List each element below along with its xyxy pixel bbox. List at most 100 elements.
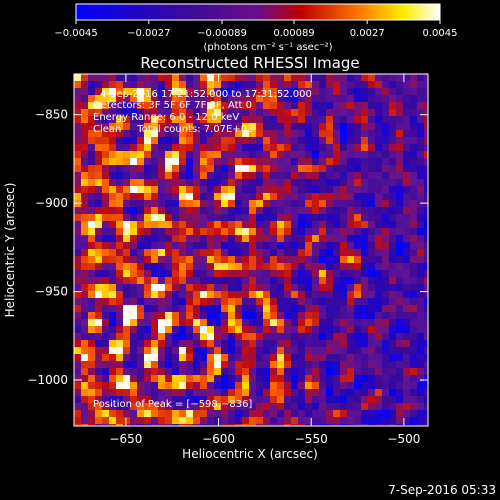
heatmap-cell — [235, 375, 242, 382]
heatmap-cell — [242, 382, 249, 389]
plot-title: Reconstructed RHESSI Image — [140, 54, 359, 72]
heatmap-cell — [137, 235, 144, 242]
heatmap-cell — [333, 235, 340, 242]
heatmap-cell — [123, 179, 130, 186]
heatmap-cell — [179, 116, 186, 123]
heatmap-cell — [382, 417, 389, 424]
heatmap-cell — [200, 95, 207, 102]
heatmap-cell — [354, 214, 361, 221]
heatmap-cell — [102, 81, 109, 88]
heatmap-cell — [417, 235, 424, 242]
heatmap-cell — [347, 263, 354, 270]
heatmap-cell — [284, 319, 291, 326]
heatmap-cell — [116, 256, 123, 263]
heatmap-cell — [312, 249, 319, 256]
heatmap-cell — [368, 193, 375, 200]
heatmap-cell — [102, 172, 109, 179]
heatmap-cell — [354, 319, 361, 326]
heatmap-cell — [305, 382, 312, 389]
heatmap-cell — [221, 382, 228, 389]
heatmap-cell — [298, 291, 305, 298]
heatmap-cell — [74, 179, 81, 186]
heatmap-cell — [158, 284, 165, 291]
heatmap-cell — [410, 214, 417, 221]
heatmap-cell — [179, 382, 186, 389]
heatmap-cell — [249, 102, 256, 109]
heatmap-cell — [221, 263, 228, 270]
heatmap-cell — [326, 88, 333, 95]
heatmap-cell — [102, 242, 109, 249]
heatmap-cell — [256, 95, 263, 102]
heatmap-cell — [165, 256, 172, 263]
heatmap-cell — [284, 186, 291, 193]
heatmap-cell — [305, 312, 312, 319]
heatmap-cell — [102, 235, 109, 242]
heatmap-cell — [410, 333, 417, 340]
heatmap-cell — [116, 340, 123, 347]
heatmap-cell — [333, 165, 340, 172]
heatmap-cell — [95, 116, 102, 123]
heatmap-cell — [361, 417, 368, 424]
heatmap-cell — [424, 305, 428, 312]
heatmap-cell — [368, 424, 375, 426]
heatmap-cell — [137, 333, 144, 340]
heatmap-cell — [340, 298, 347, 305]
heatmap-cell — [130, 333, 137, 340]
heatmap-cell — [347, 326, 354, 333]
heatmap-cell — [88, 319, 95, 326]
heatmap-cell — [95, 81, 102, 88]
heatmap-cell — [130, 109, 137, 116]
heatmap-cell — [74, 263, 81, 270]
heatmap-cell — [389, 95, 396, 102]
heatmap-cell — [326, 270, 333, 277]
heatmap-cell — [382, 151, 389, 158]
heatmap-cell — [193, 368, 200, 375]
heatmap-cell — [109, 361, 116, 368]
heatmap-cell — [123, 235, 130, 242]
heatmap-cell — [102, 130, 109, 137]
heatmap-cell — [186, 382, 193, 389]
heatmap-cell — [200, 186, 207, 193]
heatmap-cell — [263, 347, 270, 354]
heatmap-cell — [193, 340, 200, 347]
heatmap-cell — [263, 382, 270, 389]
heatmap-cell — [172, 319, 179, 326]
heatmap-cell — [137, 277, 144, 284]
colorbar: −0.0045 −0.0027 −0.00089 0.00089 0.0027 0.004… — [54, 3, 458, 53]
heatmap-cell — [403, 291, 410, 298]
heatmap-cell — [242, 403, 249, 410]
heatmap-cell — [109, 200, 116, 207]
heatmap-cell — [291, 242, 298, 249]
heatmap-cell — [319, 95, 326, 102]
heatmap-cell — [158, 123, 165, 130]
heatmap-cell — [319, 284, 326, 291]
heatmap-cell — [172, 270, 179, 277]
heatmap-cell — [417, 403, 424, 410]
heatmap-cell — [284, 235, 291, 242]
heatmap-cell — [326, 361, 333, 368]
heatmap-cell — [95, 417, 102, 424]
heatmap-cell — [172, 361, 179, 368]
heatmap-cell — [186, 116, 193, 123]
heatmap-cell — [221, 284, 228, 291]
heatmap-cell — [312, 193, 319, 200]
heatmap-cell — [249, 368, 256, 375]
heatmap-cell — [116, 235, 123, 242]
heatmap-cell — [312, 186, 319, 193]
heatmap-cell — [186, 242, 193, 249]
heatmap-cell — [214, 277, 221, 284]
heatmap-cell — [228, 228, 235, 235]
heatmap-cell — [228, 186, 235, 193]
heatmap-cell — [74, 116, 81, 123]
heatmap-cell — [123, 137, 130, 144]
heatmap-cell — [186, 298, 193, 305]
heatmap-cell — [424, 291, 428, 298]
heatmap-cell — [214, 228, 221, 235]
heatmap-cell — [74, 340, 81, 347]
heatmap-cell — [354, 130, 361, 137]
heatmap-cell — [389, 228, 396, 235]
heatmap-cell — [256, 417, 263, 424]
heatmap-cell — [305, 354, 312, 361]
heatmap-cell — [249, 137, 256, 144]
heatmap-cell — [130, 340, 137, 347]
